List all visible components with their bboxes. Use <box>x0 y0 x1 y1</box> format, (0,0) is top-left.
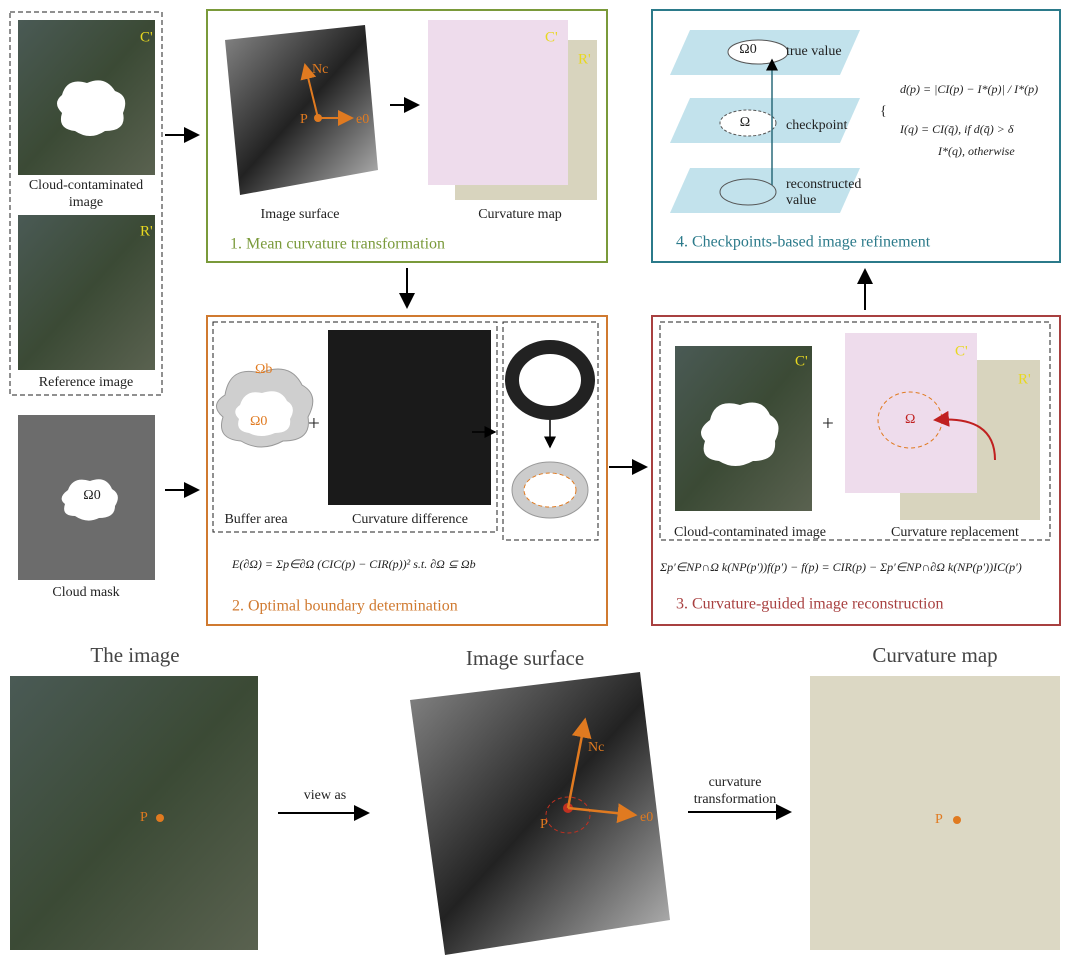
label: Ω <box>740 115 750 130</box>
step1-box <box>206 9 608 263</box>
reference-image <box>18 215 155 370</box>
arrow <box>567 803 638 824</box>
label: view as <box>304 788 346 803</box>
label: + <box>822 411 834 435</box>
label: + <box>308 411 320 435</box>
step3-title: 3. Curvature-guided image reconstruction <box>676 596 943 613</box>
label: image <box>69 195 103 210</box>
input-box <box>9 11 163 396</box>
boundary <box>505 340 595 420</box>
region <box>719 178 777 206</box>
label: C' <box>140 29 153 45</box>
label: e0 <box>356 112 369 127</box>
boundary <box>523 472 577 508</box>
curvature-map-c <box>845 333 977 493</box>
region <box>727 39 789 65</box>
step2-title: 2. Optimal boundary determination <box>232 598 458 615</box>
arrow <box>933 410 996 461</box>
formula: I(q) = CI(q̄), if d(q̄) > δ <box>899 122 1014 136</box>
label: Curvature map <box>872 643 997 667</box>
step2-box <box>206 315 608 626</box>
cloud <box>235 391 293 436</box>
step4-box <box>651 9 1061 263</box>
label: e0 <box>640 810 653 825</box>
label: Image surface <box>261 207 340 222</box>
formula: I*(q), otherwise <box>937 144 1015 158</box>
arrow <box>566 717 592 809</box>
label: P <box>140 810 148 825</box>
label: Cloud-contaminated image <box>674 525 826 540</box>
dashed-box <box>502 321 599 541</box>
curvature-map-c <box>428 20 568 185</box>
label: P <box>300 112 308 127</box>
plane <box>670 168 860 213</box>
cloud <box>57 80 126 136</box>
label: Nc <box>588 740 604 755</box>
formula: Σp′∈NP∩Ω k(NP(p′))f(p′) − f(p) = CIR(p) … <box>659 560 1022 574</box>
point <box>953 816 961 824</box>
label: Cloud-contaminated <box>29 178 143 193</box>
label: Image surface <box>466 646 584 670</box>
point <box>156 814 164 822</box>
label: P <box>935 812 943 827</box>
brace: { <box>880 104 887 119</box>
label: value <box>786 193 816 208</box>
label: transformation <box>694 792 776 807</box>
dashed-box <box>659 321 1051 541</box>
cloud <box>61 479 118 521</box>
label: P <box>540 817 548 832</box>
label: Cloud mask <box>52 585 119 600</box>
formula: E(∂Ω) = Σp∈∂Ω (CIC(p) − CIR(p))² s.t. ∂Ω… <box>231 557 476 571</box>
image <box>10 676 258 950</box>
step1-title: 1. Mean curvature transformation <box>230 236 445 253</box>
dashed-box <box>212 321 498 533</box>
label: C' <box>795 353 808 369</box>
label: The image <box>90 643 179 667</box>
curvature-map <box>810 676 1060 950</box>
cloud <box>701 402 779 466</box>
label: Ωb <box>255 362 272 377</box>
label: R' <box>578 51 591 67</box>
label: Ω0 <box>250 414 267 429</box>
surface-image <box>225 25 378 195</box>
label: true value <box>786 44 842 59</box>
label: Ω0 <box>739 42 756 57</box>
label: Ω0 <box>83 488 100 503</box>
label: Curvature replacement <box>891 525 1019 540</box>
label: R' <box>1018 371 1031 387</box>
region <box>545 796 591 834</box>
surface-image <box>410 672 670 955</box>
label: C' <box>955 343 968 359</box>
label: checkpoint <box>786 118 848 133</box>
label: R' <box>140 223 153 239</box>
region <box>719 109 777 137</box>
label: curvature <box>709 775 762 790</box>
label: Ω <box>905 412 915 427</box>
difference-image <box>328 330 491 505</box>
formula: d(p) = |CI(p) − I*(p)| / I*(p) <box>900 82 1038 96</box>
step3-box <box>651 315 1061 626</box>
label: C' <box>545 29 558 45</box>
step4-title: 4. Checkpoints-based image refinement <box>676 234 931 251</box>
label: Curvature map <box>478 207 562 222</box>
label: Nc <box>312 62 328 77</box>
label: Reference image <box>39 375 133 390</box>
label: Curvature difference <box>352 512 468 527</box>
label: Buffer area <box>224 512 288 527</box>
arrow <box>300 63 319 119</box>
label: reconstructed <box>786 177 861 192</box>
